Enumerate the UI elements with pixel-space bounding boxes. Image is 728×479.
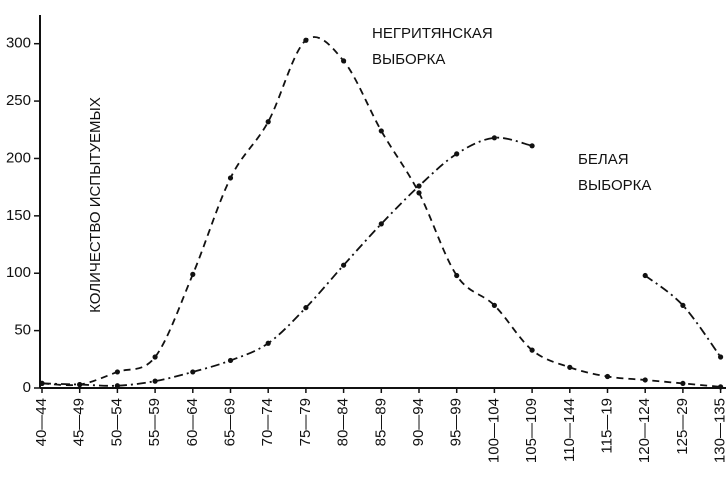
data-point: [680, 380, 686, 387]
data-point: [77, 381, 83, 388]
x-tick-label: 90—94: [410, 398, 427, 446]
x-tick-label: 70—74: [259, 398, 276, 446]
y-axis-label: КОЛИЧЕСТВО ИСПЫТУЕМЫХ: [87, 97, 104, 313]
x-tick-label: 100—104: [485, 398, 502, 463]
y-tick-label: 250: [6, 92, 31, 109]
x-tick-label: 105—109: [523, 398, 540, 463]
x-tick-label: 65—69: [221, 398, 238, 446]
series-line: [41, 36, 721, 388]
data-point: [152, 354, 158, 360]
y-tick-label: 200: [6, 149, 31, 166]
annotation: НЕГРИТЯНСКАЯ: [372, 25, 493, 42]
data-point: [491, 302, 497, 308]
data-point: [303, 305, 309, 311]
y-tick-label: 0: [23, 379, 31, 396]
x-tick-label: 120—124: [636, 398, 653, 463]
data-point: [114, 383, 120, 389]
y-tick-label: 50: [14, 322, 31, 339]
data-point: [604, 373, 611, 380]
data-point: [227, 175, 234, 181]
y-tick-label: 100: [6, 264, 31, 281]
data-point: [680, 302, 686, 308]
y-tick-label: 300: [6, 35, 31, 52]
data-point: [341, 58, 347, 64]
data-point: [152, 378, 158, 384]
x-tick-label: 85—89: [372, 398, 389, 446]
data-point: [718, 384, 724, 390]
x-tick-label: 75—79: [297, 398, 314, 446]
data-point: [227, 357, 234, 364]
data-point: [378, 221, 384, 227]
x-tick-label: 55—59: [146, 398, 163, 446]
data-point: [190, 271, 196, 277]
data-point: [265, 340, 271, 346]
annotation: ВЫБОРКА: [578, 177, 651, 194]
data-point: [190, 369, 196, 375]
data-point: [416, 183, 422, 189]
data-point: [529, 347, 535, 353]
data-point: [718, 354, 724, 360]
data-point: [39, 380, 45, 387]
data-point: [454, 272, 460, 279]
x-tick-label: 110—144: [561, 398, 578, 462]
data-point: [529, 143, 535, 149]
data-point: [642, 377, 648, 383]
annotation: ВЫБОРКА: [372, 51, 445, 68]
annotation: БЕЛАЯ: [578, 151, 629, 168]
data-point: [114, 369, 120, 375]
x-tick-label: 115—19: [598, 398, 615, 454]
x-tick-label: 60—64: [184, 398, 201, 446]
x-tick-label: 50—54: [108, 398, 125, 446]
x-tick-label: 130—135: [712, 398, 728, 463]
data-point: [303, 37, 309, 43]
x-tick-label: 80—84: [335, 398, 352, 446]
series-line: [41, 136, 722, 387]
data-point: [378, 128, 384, 134]
x-tick-label: 125—29: [674, 398, 691, 455]
data-point: [642, 272, 648, 279]
data-point: [265, 119, 271, 125]
data-point: [567, 364, 573, 370]
x-tick-label: 45—49: [71, 398, 88, 446]
y-tick-label: 150: [6, 207, 31, 224]
data-point: [454, 151, 460, 157]
x-tick-label: 95—99: [448, 398, 465, 446]
data-point: [341, 262, 347, 268]
x-tick-label: 40—44: [33, 398, 50, 446]
data-point: [416, 190, 422, 196]
data-point: [491, 135, 497, 141]
